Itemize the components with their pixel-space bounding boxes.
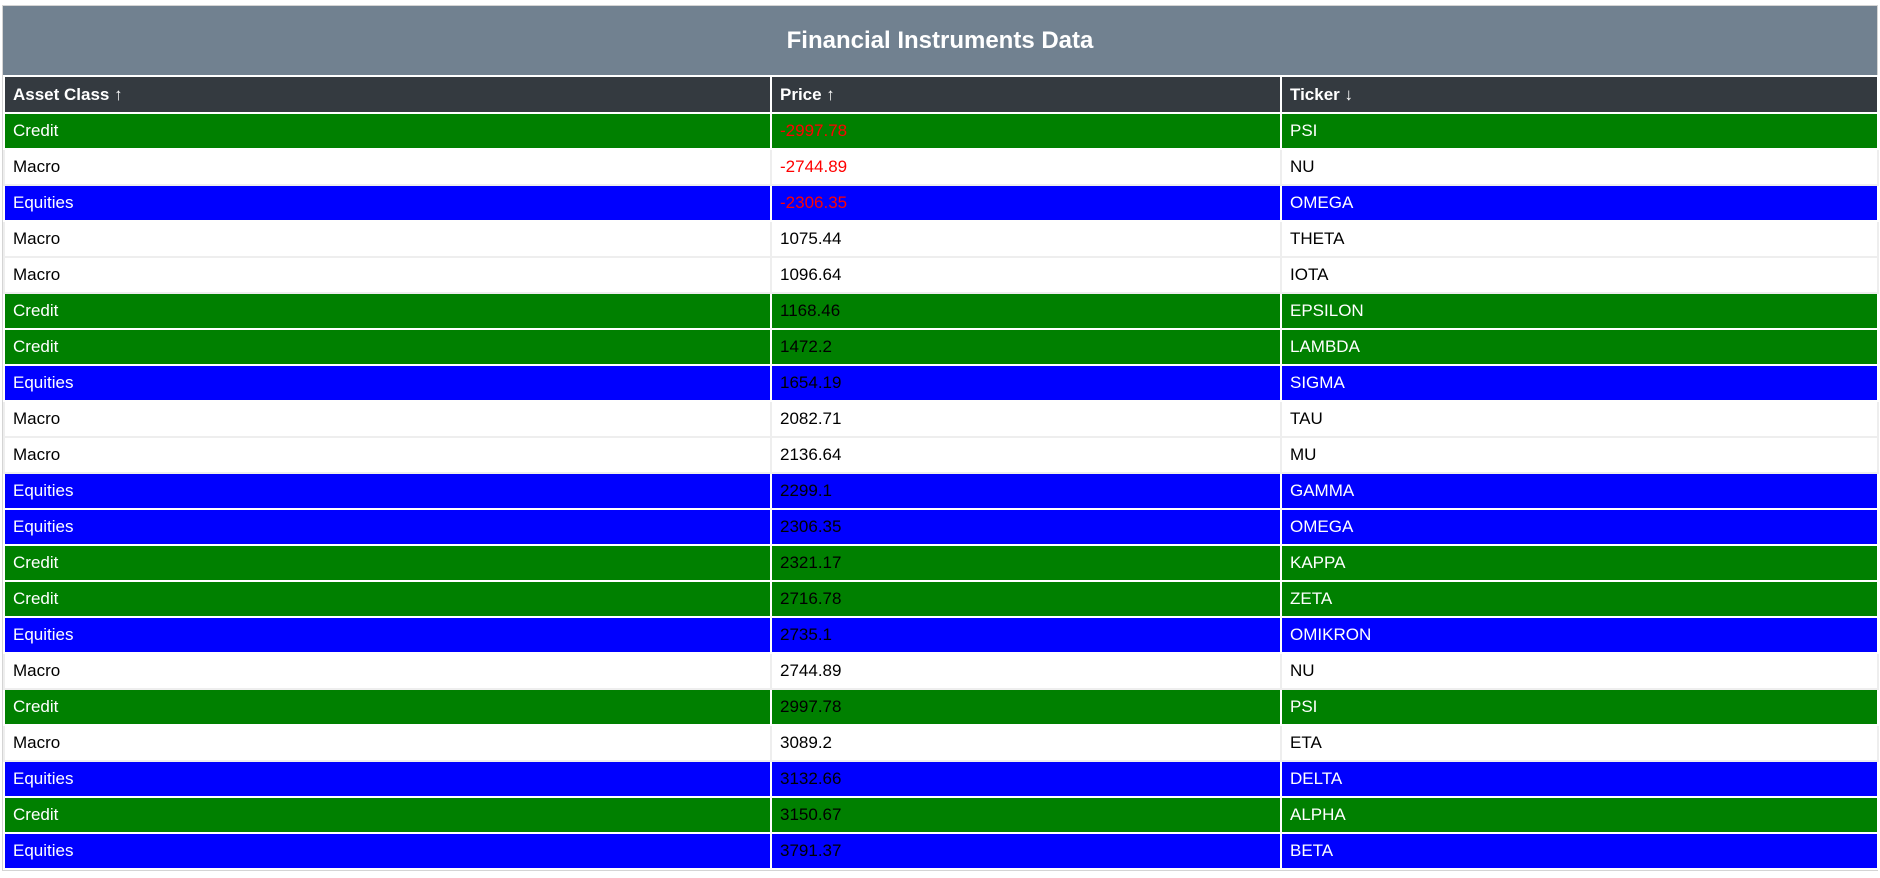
cell-asset-class: Macro [3,436,772,474]
cell-asset-class: Credit [3,688,772,726]
cell-asset-class: Credit [3,580,772,618]
data-table-panel: Financial Instruments Data Asset Class ↑… [2,5,1879,871]
table-row: Credit 1472.2 LAMBDA [3,328,1879,366]
cell-price: 1654.19 [770,364,1282,402]
cell-price: 1168.46 [770,292,1282,330]
cell-ticker: TAU [1280,400,1879,438]
cell-ticker: IOTA [1280,256,1879,294]
table-row: Equities -2306.35 OMEGA [3,184,1879,222]
cell-price: -2997.78 [770,112,1282,150]
cell-asset-class: Equities [3,616,772,654]
table-row: Equities 3791.37 BETA [3,832,1879,870]
cell-price: 3150.67 [770,796,1282,834]
cell-asset-class: Credit [3,544,772,582]
table-row: Credit 1168.46 EPSILON [3,292,1879,330]
cell-price: 2997.78 [770,688,1282,726]
cell-ticker: PSI [1280,688,1879,726]
cell-ticker: OMEGA [1280,184,1879,222]
cell-asset-class: Macro [3,256,772,294]
cell-ticker: THETA [1280,220,1879,258]
cell-asset-class: Macro [3,724,772,762]
table-row: Equities 2299.1 GAMMA [3,472,1879,510]
table-row: Credit 2997.78 PSI [3,688,1879,726]
cell-price: 2136.64 [770,436,1282,474]
table-row: Equities 3132.66 DELTA [3,760,1879,798]
cell-ticker: EPSILON [1280,292,1879,330]
cell-price: -2306.35 [770,184,1282,222]
cell-ticker: OMEGA [1280,508,1879,546]
cell-price: 2321.17 [770,544,1282,582]
cell-ticker: ZETA [1280,580,1879,618]
table-row: Macro 2744.89 NU [3,652,1879,690]
header-row: Asset Class ↑ Price ↑ Ticker ↓ [3,75,1879,114]
cell-price: 3132.66 [770,760,1282,798]
table-row: Credit 3150.67 ALPHA [3,796,1879,834]
table-row: Equities 2735.1 OMIKRON [3,616,1879,654]
cell-price: 2306.35 [770,508,1282,546]
cell-asset-class: Credit [3,796,772,834]
cell-asset-class: Equities [3,760,772,798]
column-header-ticker[interactable]: Ticker ↓ [1280,75,1879,114]
cell-price: 2735.1 [770,616,1282,654]
cell-price: 2744.89 [770,652,1282,690]
column-header-asset-class[interactable]: Asset Class ↑ [3,75,772,114]
table-body: Credit -2997.78 PSI Macro -2744.89 NU Equities… [3,112,1879,870]
table-row: Credit -2997.78 PSI [3,112,1879,150]
cell-ticker: GAMMA [1280,472,1879,510]
cell-price: 2082.71 [770,400,1282,438]
cell-asset-class: Equities [3,472,772,510]
table-row: Equities 1654.19 SIGMA [3,364,1879,402]
table-row: Macro 2082.71 TAU [3,400,1879,438]
cell-ticker: LAMBDA [1280,328,1879,366]
cell-ticker: ALPHA [1280,796,1879,834]
table-row: Credit 2716.78 ZETA [3,580,1879,618]
cell-ticker: KAPPA [1280,544,1879,582]
cell-asset-class: Macro [3,220,772,258]
cell-asset-class: Macro [3,652,772,690]
column-header-price[interactable]: Price ↑ [770,75,1282,114]
cell-price: 1472.2 [770,328,1282,366]
cell-asset-class: Equities [3,832,772,870]
cell-ticker: DELTA [1280,760,1879,798]
table-row: Macro 1075.44 THETA [3,220,1879,258]
cell-price: 2716.78 [770,580,1282,618]
table-title: Financial Instruments Data [3,6,1877,75]
table-row: Macro -2744.89 NU [3,148,1879,186]
cell-ticker: SIGMA [1280,364,1879,402]
cell-price: 1096.64 [770,256,1282,294]
cell-ticker: OMIKRON [1280,616,1879,654]
table-row: Macro 3089.2 ETA [3,724,1879,762]
table-row: Equities 2306.35 OMEGA [3,508,1879,546]
cell-ticker: MU [1280,436,1879,474]
cell-ticker: BETA [1280,832,1879,870]
cell-asset-class: Equities [3,364,772,402]
cell-ticker: ETA [1280,724,1879,762]
cell-price: -2744.89 [770,148,1282,186]
cell-ticker: NU [1280,148,1879,186]
cell-ticker: PSI [1280,112,1879,150]
cell-asset-class: Macro [3,148,772,186]
cell-price: 1075.44 [770,220,1282,258]
table-row: Macro 1096.64 IOTA [3,256,1879,294]
cell-asset-class: Credit [3,112,772,150]
cell-price: 2299.1 [770,472,1282,510]
cell-asset-class: Macro [3,400,772,438]
instruments-table: Asset Class ↑ Price ↑ Ticker ↓ Credit -29… [3,75,1879,870]
table-row: Credit 2321.17 KAPPA [3,544,1879,582]
cell-ticker: NU [1280,652,1879,690]
cell-asset-class: Equities [3,508,772,546]
cell-asset-class: Equities [3,184,772,222]
table-row: Macro 2136.64 MU [3,436,1879,474]
cell-price: 3791.37 [770,832,1282,870]
cell-price: 3089.2 [770,724,1282,762]
cell-asset-class: Credit [3,292,772,330]
cell-asset-class: Credit [3,328,772,366]
